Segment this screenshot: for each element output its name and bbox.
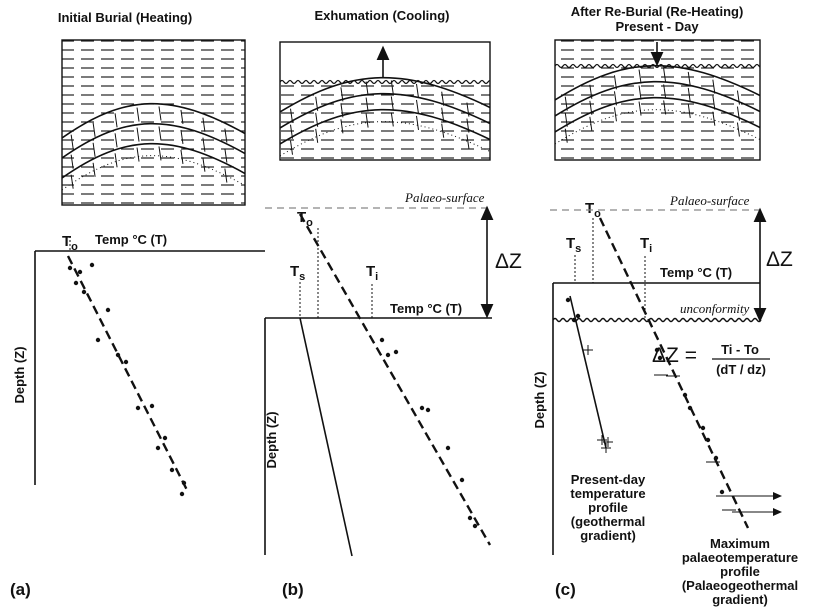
- sample-point: [182, 481, 186, 485]
- panel-title: After Re-Burial (Re-Heating): [571, 4, 744, 19]
- annotation: Palaeo-surface: [669, 193, 750, 208]
- sample-point: [658, 356, 662, 360]
- sample-point: [683, 393, 687, 397]
- panel-title: Exhumation (Cooling): [314, 8, 449, 23]
- sample-point: [420, 406, 424, 410]
- text-block: Present-daytemperatureprofile(geothermal…: [570, 472, 646, 543]
- sample-point: [96, 338, 100, 342]
- sample-point: [78, 270, 82, 274]
- sample-point: [136, 406, 140, 410]
- block-diagrams: [62, 40, 763, 205]
- sample-point: [124, 360, 128, 364]
- text-line: profile: [720, 564, 760, 579]
- block: [280, 78, 496, 160]
- symbol: Ti: [640, 235, 652, 255]
- symbol-subscript: i: [375, 271, 378, 283]
- symbol: Ti: [366, 263, 378, 283]
- symbol-letter: T: [566, 235, 575, 252]
- text-line: Present-day: [571, 472, 646, 487]
- text-line: palaeotemperature: [682, 550, 798, 565]
- text-line: (Palaeogeothermal: [682, 578, 798, 593]
- symbol-subscript: s: [299, 271, 305, 283]
- axis-label: Depth (Z): [12, 346, 27, 403]
- symbol-subscript: i: [649, 243, 652, 255]
- sample-point: [106, 308, 110, 312]
- panel-title: Present - Day: [615, 19, 699, 34]
- sample-point: [576, 314, 580, 318]
- panel-label: (a): [10, 580, 31, 599]
- sample-point: [156, 446, 160, 450]
- symbol-letter: T: [366, 263, 375, 280]
- block: [62, 40, 245, 205]
- sample-point: [701, 426, 705, 430]
- delta-z: ΔZ: [766, 248, 793, 271]
- panel-title: Initial Burial (Heating): [58, 10, 192, 25]
- equation-denominator: (dT / dz): [716, 362, 766, 377]
- text-line: profile: [588, 500, 628, 515]
- sample-point: [655, 348, 659, 352]
- text-block: Maximumpalaeotemperatureprofile(Palaeoge…: [682, 536, 798, 607]
- axis-label: Depth (Z): [532, 371, 547, 428]
- axis-label: Depth (Z): [264, 411, 279, 468]
- sample-point: [380, 338, 384, 342]
- sample-point: [426, 408, 430, 412]
- sample-point: [446, 446, 450, 450]
- symbol-subscript: s: [575, 243, 581, 255]
- sample-point: [714, 456, 718, 460]
- trend-line: [300, 214, 490, 545]
- symbol-letter: T: [290, 263, 299, 280]
- sample-point: [90, 263, 94, 267]
- symbol-letter: T: [585, 200, 594, 217]
- sample-point: [116, 353, 120, 357]
- axis-label: Temp °C (T): [390, 301, 462, 316]
- text-line: temperature: [570, 486, 645, 501]
- sample-point: [468, 516, 472, 520]
- symbol: Ts: [290, 263, 305, 283]
- sample-point: [473, 524, 477, 528]
- symbol: To: [297, 209, 313, 229]
- unconformity-line: [553, 319, 761, 322]
- block: [555, 40, 763, 160]
- annotation: Palaeo-surface: [404, 190, 485, 205]
- panel-label: (b): [282, 580, 304, 599]
- sample-point: [180, 492, 184, 496]
- symbol-letter: T: [640, 235, 649, 252]
- panel-label: (c): [555, 580, 576, 599]
- sample-point: [720, 490, 724, 494]
- text-line: Maximum: [710, 536, 770, 551]
- symbol: Ts: [566, 235, 581, 255]
- text-line: (geothermal: [571, 514, 645, 529]
- strata: [62, 40, 245, 205]
- sample-point: [163, 436, 167, 440]
- text-line: gradient): [712, 592, 768, 607]
- sample-point: [460, 478, 464, 482]
- sample-point: [688, 406, 692, 410]
- annotation: unconformity: [680, 301, 750, 316]
- sample-point: [566, 298, 570, 302]
- sample-point: [150, 404, 154, 408]
- equation-numerator: Ti - To: [721, 342, 759, 357]
- gradient-line: [300, 318, 352, 556]
- sample-point: [74, 281, 78, 285]
- sample-point: [706, 438, 710, 442]
- sample-point: [68, 266, 72, 270]
- sample-point: [170, 468, 174, 472]
- delta-z: ΔZ: [495, 250, 522, 273]
- equation-lhs: ΔZ =: [652, 344, 697, 367]
- sample-point: [386, 353, 390, 357]
- sample-point: [394, 350, 398, 354]
- text-line: gradient): [580, 528, 636, 543]
- axis-label: Temp °C (T): [660, 265, 732, 280]
- sample-point: [82, 290, 86, 294]
- figure: Initial Burial (Heating) To Temp °C (T) …: [0, 0, 814, 610]
- axis-label: Temp °C (T): [95, 232, 167, 247]
